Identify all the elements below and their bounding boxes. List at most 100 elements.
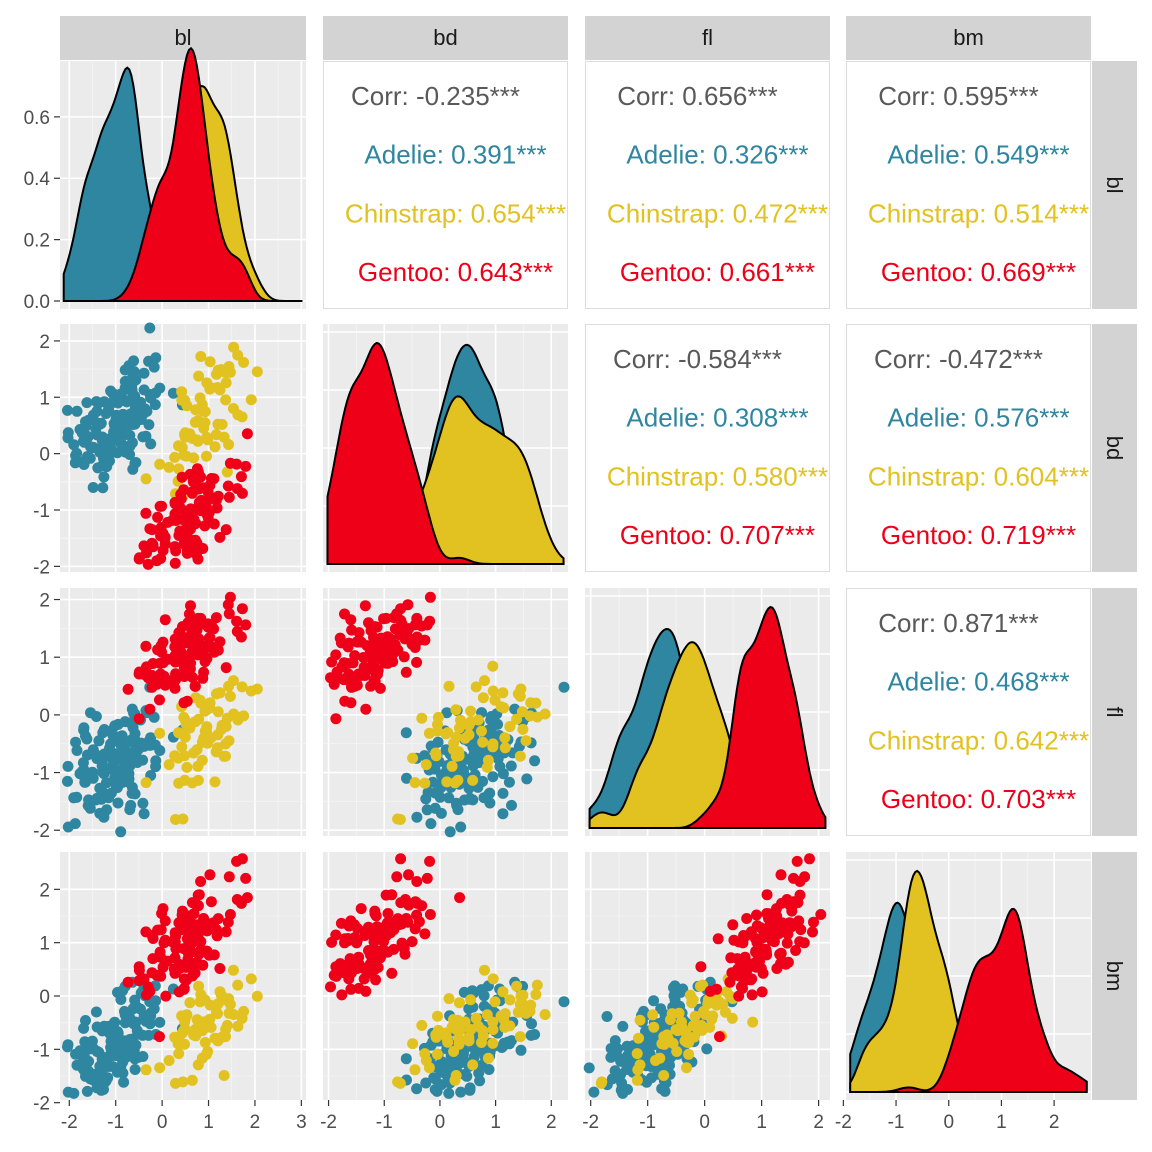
point-adelie — [84, 452, 96, 464]
point-chinstrap — [596, 1076, 608, 1088]
point-chinstrap — [210, 429, 222, 441]
point-chinstrap — [499, 742, 511, 754]
point-adelie — [476, 1059, 488, 1071]
x-tick-label: -1 — [639, 1112, 656, 1133]
point-adelie — [115, 826, 127, 838]
point-gentoo — [400, 913, 412, 924]
point-chinstrap — [747, 1016, 759, 1028]
point-gentoo — [220, 926, 232, 938]
y-tick-label: -2 — [33, 557, 50, 578]
point-adelie — [120, 1051, 132, 1063]
point-chinstrap — [176, 741, 188, 753]
point-adelie — [112, 797, 124, 809]
point-gentoo — [181, 544, 193, 556]
point-chinstrap — [432, 719, 443, 730]
point-chinstrap — [511, 713, 523, 725]
point-chinstrap — [232, 409, 244, 421]
point-gentoo — [791, 855, 803, 867]
point-chinstrap — [199, 994, 211, 1006]
density-gentoo-bl — [63, 46, 303, 302]
x-tick-label: 2 — [813, 1112, 824, 1133]
point-chinstrap — [154, 727, 166, 739]
point-chinstrap — [432, 1010, 443, 1022]
points-gentoo-fl-bd — [325, 591, 436, 725]
point-gentoo — [380, 930, 392, 942]
corr-chinstrap: Chinstrap: 0.604*** — [868, 461, 1089, 491]
point-gentoo — [223, 608, 235, 620]
corr-chinstrap: Chinstrap: 0.580*** — [607, 461, 828, 491]
point-chinstrap — [459, 1016, 471, 1028]
point-gentoo — [804, 853, 815, 865]
point-chinstrap — [251, 366, 263, 378]
point-adelie — [96, 1068, 108, 1080]
point-gentoo — [182, 636, 194, 648]
corr-chinstrap: Chinstrap: 0.654*** — [345, 198, 566, 228]
point-adelie — [126, 1043, 138, 1055]
strip-row-bm — [1092, 852, 1137, 1100]
point-gentoo — [158, 937, 170, 949]
point-gentoo — [411, 656, 423, 668]
point-adelie — [477, 775, 489, 787]
point-adelie — [62, 775, 73, 787]
point-adelie — [411, 1083, 423, 1095]
point-chinstrap — [232, 1020, 244, 1032]
point-gentoo — [152, 511, 164, 523]
point-gentoo — [151, 555, 163, 567]
point-gentoo — [211, 502, 223, 514]
corr-gentoo: Gentoo: 0.669*** — [881, 257, 1076, 287]
strip-label-row-bl: bl — [1102, 176, 1127, 193]
point-adelie — [497, 808, 509, 820]
point-gentoo — [372, 665, 384, 676]
point-gentoo — [395, 897, 407, 909]
corr-adelie: Adelie: 0.549*** — [887, 140, 1069, 170]
point-gentoo — [183, 608, 195, 620]
point-gentoo — [198, 666, 210, 678]
point-gentoo — [147, 658, 159, 669]
point-adelie — [135, 1003, 146, 1015]
point-chinstrap — [392, 1076, 404, 1088]
point-adelie — [150, 387, 162, 399]
point-gentoo — [222, 916, 234, 928]
point-gentoo — [342, 935, 354, 947]
point-chinstrap — [179, 394, 191, 406]
point-adelie — [129, 994, 141, 1006]
point-chinstrap — [666, 1008, 678, 1020]
point-gentoo — [212, 913, 224, 925]
x-tick-label: 1 — [490, 1112, 501, 1133]
y-tick-label: -1 — [33, 1040, 50, 1061]
point-chinstrap — [193, 370, 205, 382]
point-adelie — [112, 397, 124, 409]
point-adelie — [118, 1076, 130, 1088]
point-gentoo — [382, 908, 394, 919]
point-chinstrap — [173, 463, 185, 475]
point-gentoo — [750, 961, 762, 973]
point-adelie — [62, 1086, 74, 1098]
point-gentoo — [411, 612, 423, 624]
point-chinstrap — [180, 450, 192, 462]
point-adelie — [127, 389, 139, 401]
point-chinstrap — [489, 996, 501, 1008]
corr-gentoo: Gentoo: 0.661*** — [620, 257, 815, 287]
point-adelie — [62, 427, 74, 439]
point-gentoo — [421, 619, 433, 631]
point-gentoo — [378, 613, 390, 625]
point-gentoo — [815, 909, 827, 920]
point-adelie — [558, 681, 570, 693]
point-adelie — [80, 776, 91, 788]
point-adelie — [94, 782, 106, 794]
point-gentoo — [141, 989, 152, 1001]
point-gentoo — [241, 428, 253, 440]
point-chinstrap — [479, 964, 490, 976]
point-adelie — [127, 463, 139, 475]
point-gentoo — [775, 869, 787, 881]
point-chinstrap — [440, 1027, 452, 1039]
point-chinstrap — [448, 1046, 460, 1057]
point-adelie — [71, 745, 83, 756]
point-gentoo — [169, 682, 181, 694]
point-adelie — [78, 1022, 90, 1034]
point-chinstrap — [228, 708, 240, 720]
point-gentoo — [346, 681, 357, 693]
x-tick-label: -2 — [835, 1112, 852, 1133]
corr-chinstrap: Chinstrap: 0.642*** — [868, 725, 1089, 755]
point-chinstrap — [698, 1005, 710, 1017]
